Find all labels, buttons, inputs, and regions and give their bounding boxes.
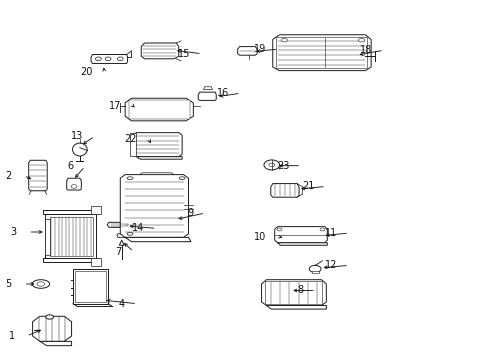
- Polygon shape: [43, 211, 98, 214]
- Ellipse shape: [37, 282, 45, 286]
- Polygon shape: [140, 173, 174, 175]
- Ellipse shape: [105, 57, 111, 60]
- Polygon shape: [33, 316, 71, 341]
- Polygon shape: [43, 258, 98, 262]
- Ellipse shape: [308, 265, 320, 273]
- Text: 6: 6: [67, 161, 73, 171]
- Text: 4: 4: [119, 299, 125, 309]
- Text: 3: 3: [10, 227, 17, 237]
- Polygon shape: [40, 341, 71, 346]
- Text: 21: 21: [301, 181, 313, 192]
- Text: 12: 12: [324, 260, 336, 270]
- Ellipse shape: [277, 228, 282, 231]
- Bar: [75, 271, 105, 302]
- Polygon shape: [66, 178, 81, 190]
- Ellipse shape: [71, 185, 77, 188]
- Text: 7: 7: [115, 247, 122, 257]
- Bar: [264, 281, 322, 305]
- Text: 10: 10: [254, 232, 266, 242]
- Ellipse shape: [127, 232, 133, 235]
- Polygon shape: [130, 134, 136, 156]
- Text: 14: 14: [132, 224, 144, 233]
- Polygon shape: [277, 243, 326, 245]
- Polygon shape: [45, 220, 50, 255]
- Bar: [73, 269, 108, 304]
- Polygon shape: [141, 43, 179, 59]
- Polygon shape: [125, 98, 193, 121]
- Text: 2: 2: [5, 171, 12, 181]
- Polygon shape: [117, 234, 126, 237]
- Text: 19: 19: [254, 44, 266, 54]
- Bar: [91, 206, 101, 214]
- Polygon shape: [266, 306, 325, 309]
- Polygon shape: [203, 87, 212, 90]
- Text: 11: 11: [324, 228, 336, 238]
- Polygon shape: [45, 214, 96, 258]
- Text: 23: 23: [276, 161, 289, 171]
- Bar: [91, 258, 101, 266]
- Ellipse shape: [268, 163, 274, 167]
- Text: 1: 1: [8, 331, 15, 341]
- Ellipse shape: [95, 57, 101, 60]
- Polygon shape: [125, 237, 190, 242]
- Text: 15: 15: [177, 49, 189, 59]
- Polygon shape: [29, 160, 47, 191]
- Polygon shape: [107, 222, 130, 227]
- Text: 5: 5: [5, 279, 12, 289]
- Polygon shape: [120, 175, 188, 237]
- Polygon shape: [119, 240, 124, 245]
- Polygon shape: [274, 226, 326, 243]
- Polygon shape: [272, 35, 370, 71]
- Polygon shape: [261, 280, 325, 306]
- Ellipse shape: [264, 160, 279, 170]
- Text: 13: 13: [70, 131, 82, 141]
- Polygon shape: [91, 54, 127, 63]
- Ellipse shape: [281, 39, 287, 42]
- Text: 22: 22: [123, 134, 136, 144]
- Ellipse shape: [32, 280, 50, 288]
- Bar: [50, 217, 92, 256]
- Ellipse shape: [117, 57, 123, 60]
- Text: 20: 20: [80, 67, 92, 77]
- Ellipse shape: [72, 143, 87, 156]
- Polygon shape: [136, 157, 182, 159]
- Polygon shape: [270, 184, 299, 197]
- Ellipse shape: [127, 177, 133, 180]
- Bar: [128, 100, 189, 119]
- Polygon shape: [198, 92, 216, 100]
- Ellipse shape: [46, 315, 54, 319]
- Polygon shape: [237, 46, 257, 55]
- Ellipse shape: [179, 177, 184, 180]
- Text: 16: 16: [216, 88, 228, 98]
- Ellipse shape: [319, 228, 324, 231]
- Text: 17: 17: [109, 102, 122, 112]
- Text: 9: 9: [187, 208, 193, 218]
- Ellipse shape: [358, 39, 364, 42]
- Polygon shape: [132, 133, 182, 157]
- Text: 8: 8: [297, 285, 304, 296]
- Text: 18: 18: [359, 45, 371, 55]
- Bar: [276, 37, 366, 68]
- Polygon shape: [311, 271, 318, 273]
